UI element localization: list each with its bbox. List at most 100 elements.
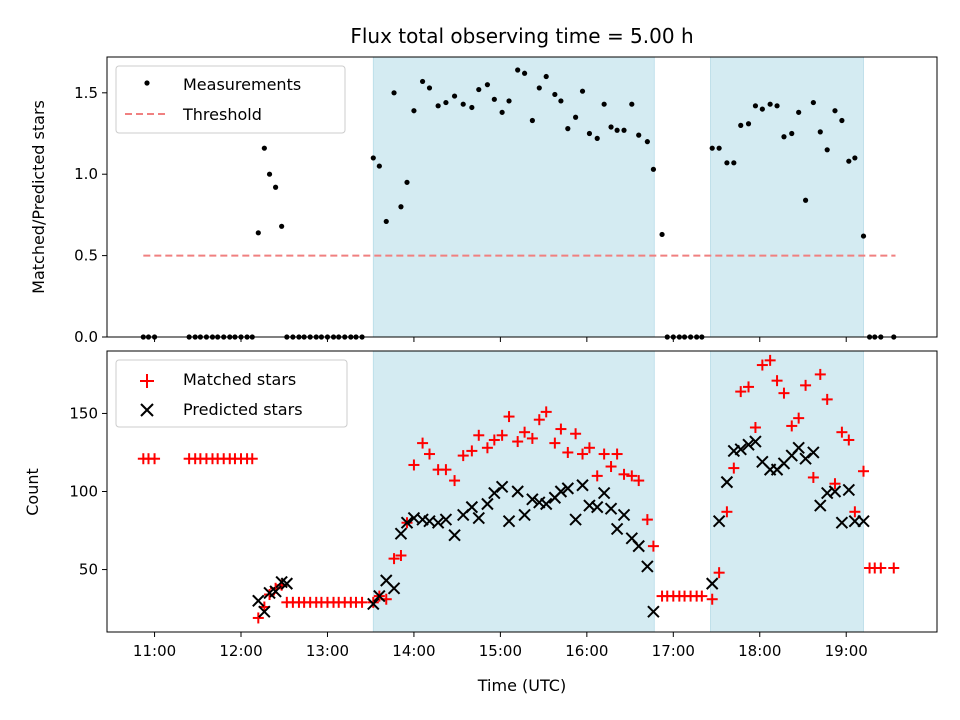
matched-star-marker [496,429,508,441]
measurement-point [529,117,535,124]
predicted-star-marker [720,475,734,489]
predicted-star-marker [632,539,645,553]
matched-star-marker [526,432,538,444]
matched-star-marker [417,437,429,449]
predicted-star-marker [792,441,805,454]
measurement-point [767,101,773,107]
measurement-point [636,132,642,138]
predicted-star-marker [604,502,618,515]
x-tick-label: 15:00 [479,642,522,660]
measurement-point [543,73,549,80]
measurement-point [724,160,730,166]
predicted-star-marker [488,486,501,500]
bottom-observing-window-1 [710,350,864,633]
bottom-y-axis-label: Count [23,468,42,516]
matched-star-marker [562,446,574,458]
top-observing-window-0 [372,56,655,338]
predicted-star-marker [439,513,453,526]
matched-star-marker [843,434,855,446]
matched-star-marker [875,562,887,574]
ratio-panel: 0.0 0.5 1.0 1.5 Matched/Predicted stars Mea… [29,56,938,346]
measurement-point [852,155,858,161]
measurement-point [824,147,830,153]
matched-star-marker [836,426,848,438]
measurement-point [594,135,600,141]
predicted-star-marker [280,577,294,590]
bottom-legend: Matched stars Predicted stars [115,359,348,428]
measurement-point [846,158,852,164]
matched-star-marker [488,434,500,446]
matched-star-marker [598,448,610,460]
measurement-point [404,179,410,185]
matched-star-marker [449,475,461,487]
matched-star-marker [713,567,725,579]
predicted-star-marker [373,589,386,603]
matched-star-marker [503,411,515,423]
measurement-point [586,130,593,137]
predicted-star-marker [431,516,445,529]
x-tick-label: 19:00 [825,642,868,660]
top-y-tick-label: 1.0 [74,165,98,183]
predicted-star-marker [511,485,524,498]
matched-star-marker [633,475,645,487]
predicted-star-marker [742,438,755,451]
predicted-star-marker [842,483,856,497]
matched-star-marker [408,459,420,471]
measurement-point [579,88,586,94]
predicted-star-marker [610,522,624,536]
predicted-star-marker [400,516,414,529]
measurement-point [629,101,635,107]
predicted-star-marker [481,497,494,511]
measurement-point [443,99,449,106]
measurement-point [484,82,491,88]
measurement-point [832,108,838,114]
measurement-point [491,96,497,102]
bottom-y-tick-label: 150 [69,404,98,422]
matched-star-marker [555,423,567,435]
predicted-star-marker [706,577,719,590]
measurement-point [411,108,417,114]
x-tick-label: 14:00 [392,642,435,660]
predicted-star-marker [617,508,631,522]
measurement-point [469,104,475,111]
predicted-star-marker [569,513,582,526]
matched-star-marker [641,514,653,526]
matched-star-marker [735,386,747,398]
matched-star-marker [457,450,469,462]
predicted-star-marker [540,497,553,511]
predicted-star-marker [367,597,380,611]
legend-matched-marker [140,374,154,388]
measurement-point [279,223,285,229]
matched-star-marker [764,354,776,366]
matched-star-marker [793,412,805,424]
matched-star-marker [549,437,561,449]
predicted-star-marker [591,500,604,514]
predicted-star-marker [561,482,575,495]
bottom-legend-box [115,359,348,428]
matched-star-marker [356,596,368,608]
x-tick-label: 18:00 [738,642,781,660]
matched-star-marker [626,470,638,482]
matched-star-marker [800,379,812,391]
measurement-point [255,230,261,236]
matched-star-marker [756,359,768,371]
legend-matched-label: Matched stars [183,370,296,389]
measurement-point [860,233,867,239]
measurement-point [266,171,273,177]
predicted-star-marker [518,508,531,522]
measurement-point [536,85,542,91]
legend-predicted-label: Predicted stars [183,400,303,419]
predicted-star-marker [554,485,568,498]
predicted-star-marker [258,605,271,618]
matched-star-marker [519,426,531,438]
measurement-point [810,99,816,106]
predicted-star-marker [472,511,485,525]
measurement-point [573,114,579,120]
measurement-point [376,163,382,169]
predicted-star-marker [526,493,539,506]
count-panel: 11:00 12:00 13:00 14:00 15:00 16:00 17:00 18:00… [23,350,938,695]
x-tick-label: 11:00 [133,642,176,660]
matched-star-marker [440,464,452,476]
matched-star-marker [246,453,258,465]
matched-star-marker [481,442,493,454]
